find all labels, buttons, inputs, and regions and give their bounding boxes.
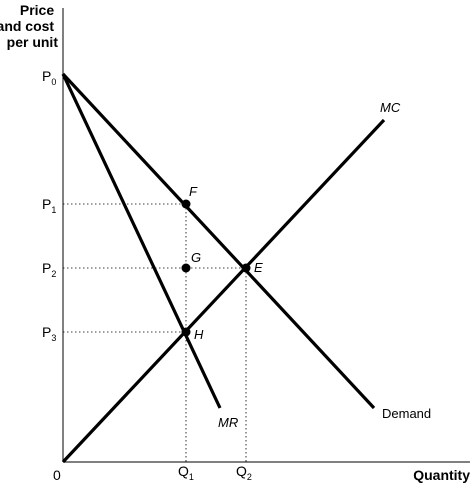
point-f [181, 199, 191, 209]
mr-label: MR [218, 415, 238, 430]
x-axis-title: Quantity [413, 467, 470, 483]
point-f-label: F [189, 184, 198, 199]
x-tick-q2: Q2 [236, 463, 252, 482]
mc-curve [61, 118, 386, 464]
point-g-label: G [191, 250, 201, 265]
mr-curve [61, 73, 222, 409]
y-tick-p2: P2 [42, 260, 56, 279]
x-tick-q1: Q1 [178, 463, 194, 482]
point-h [181, 327, 191, 337]
point-h-label: H [194, 327, 204, 342]
origin-label: 0 [53, 467, 61, 483]
point-g [181, 263, 191, 273]
y-tick-p0: P0 [42, 68, 56, 87]
mc-label: MC [380, 100, 401, 115]
demand-label: Demand [382, 406, 431, 421]
demand-curve [61, 72, 376, 410]
point-e [241, 263, 251, 273]
y-tick-p1: P1 [42, 196, 56, 215]
y-tick-p3: P3 [42, 324, 56, 343]
y-axis-title: Price and cost per unit [0, 2, 58, 50]
point-e-label: E [254, 260, 263, 275]
